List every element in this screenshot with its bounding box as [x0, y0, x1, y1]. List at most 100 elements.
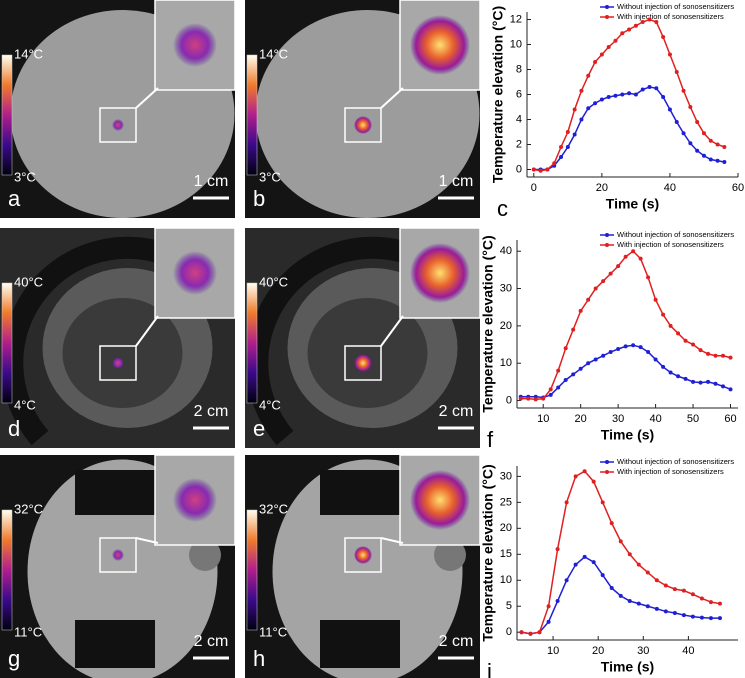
data-point [599, 52, 604, 57]
data-point [600, 573, 605, 578]
inset-arrow [380, 315, 404, 347]
inset-hotspot [410, 243, 470, 303]
data-point [688, 105, 693, 109]
data-point [609, 586, 614, 591]
data-point [633, 92, 638, 97]
data-point [708, 600, 713, 605]
data-point [613, 93, 618, 98]
y-tick-label: 10 [500, 357, 512, 369]
hotspot [354, 116, 372, 134]
inset-hotspot [173, 23, 217, 67]
x-tick-label: 40 [682, 645, 694, 657]
data-point [728, 387, 733, 392]
data-point [600, 500, 605, 505]
data-point [661, 312, 666, 317]
data-point [579, 88, 584, 93]
x-axis-label: Time (s) [601, 427, 654, 443]
colorbar-max: 40°C [14, 274, 43, 289]
data-point [672, 610, 677, 615]
colorbar-min: 3°C [14, 169, 36, 184]
inset-hotspot [410, 470, 470, 530]
data-point [646, 275, 651, 280]
data-point [609, 521, 614, 526]
data-point [519, 630, 524, 635]
data-point [582, 554, 587, 559]
data-point [565, 145, 570, 149]
data-point [631, 249, 636, 254]
colorbar [246, 509, 258, 631]
data-point [674, 120, 679, 124]
data-point [620, 31, 625, 36]
y-axis-label: Temperature elevation (°C) [480, 235, 496, 412]
data-point [690, 592, 695, 597]
data-point [526, 396, 531, 401]
legend-marker [605, 470, 609, 474]
inset-hotspot [173, 478, 217, 522]
data-point [717, 616, 722, 621]
reference-tube [434, 539, 466, 571]
data-point [636, 601, 641, 606]
data-point [578, 308, 583, 313]
data-point [681, 613, 686, 618]
x-tick-label: 30 [637, 645, 649, 657]
colorbar-min: 3°C [259, 169, 281, 184]
data-point [715, 142, 720, 147]
data-point [613, 38, 618, 43]
data-point [627, 552, 632, 557]
data-point [528, 631, 533, 636]
data-point [606, 45, 611, 49]
data-point [663, 609, 668, 614]
data-point [721, 384, 726, 389]
data-point [708, 616, 713, 621]
data-point [701, 131, 706, 136]
data-point [654, 86, 659, 91]
data-point [688, 141, 693, 146]
data-point [563, 346, 568, 351]
data-point [582, 469, 587, 474]
data-point [608, 271, 613, 276]
data-point [541, 396, 546, 401]
data-point [572, 107, 577, 112]
dark-pad [320, 620, 400, 668]
scale-bar-label: 1 cm [194, 173, 229, 190]
data-point [620, 92, 625, 97]
scale-bar-label: 2 cm [194, 633, 229, 650]
data-point [667, 52, 672, 57]
hotspot [354, 546, 372, 564]
data-point [555, 599, 560, 604]
x-tick-label: 0 [531, 182, 537, 194]
data-point [715, 158, 720, 163]
legend-marker [605, 15, 609, 19]
colorbar-min: 11°C [14, 624, 42, 639]
data-point [706, 379, 711, 384]
data-point [593, 357, 598, 362]
data-point [654, 578, 659, 583]
y-tick-label: 30 [500, 282, 512, 294]
data-point [556, 368, 561, 373]
series-line [521, 470, 721, 635]
data-point [638, 345, 643, 350]
data-point [668, 323, 673, 328]
data-point [647, 85, 652, 89]
data-point [564, 578, 569, 583]
y-tick-label: 25 [500, 496, 512, 508]
y-tick-label: 4 [516, 113, 522, 125]
inset-hotspot [173, 251, 217, 295]
x-tick-label: 10 [547, 645, 559, 657]
scale-bar-label: 2 cm [439, 633, 474, 650]
data-point [618, 539, 623, 544]
colorbar-max: 32°C [259, 501, 288, 516]
data-point [573, 562, 578, 567]
data-point [571, 327, 576, 332]
data-point [713, 353, 718, 358]
data-point [552, 161, 557, 166]
panel-label: b [253, 186, 265, 211]
data-point [531, 167, 536, 172]
scale-bar-label: 2 cm [439, 403, 474, 420]
legend-label: Without injection of sonosensitizers [617, 457, 734, 466]
data-point [698, 348, 703, 353]
data-point [627, 599, 632, 604]
data-point [663, 583, 668, 588]
colorbar-max: 32°C [14, 501, 43, 516]
panel-label: i [487, 659, 492, 678]
